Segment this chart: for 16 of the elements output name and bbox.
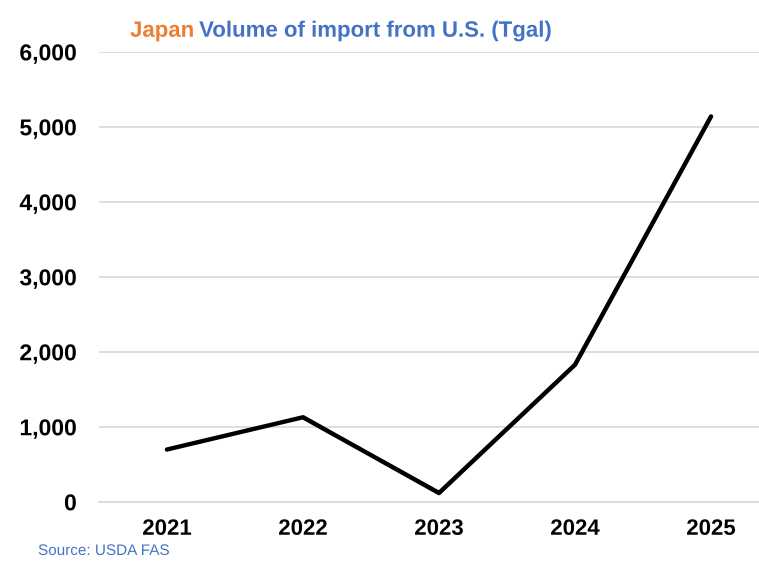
chart-subtitle: Volume of import from U.S. (Tgal) bbox=[199, 20, 551, 42]
x-tick-label: 2021 bbox=[143, 519, 192, 535]
x-tick-label: 2023 bbox=[415, 519, 463, 536]
source-note: Source: USDA FAS bbox=[38, 544, 169, 556]
x-tick-label: 2024 bbox=[551, 519, 600, 535]
y-tick-label: 0 bbox=[64, 494, 76, 511]
y-tick-label: 5,000 bbox=[20, 119, 76, 139]
y-tick-label: 6,000 bbox=[20, 44, 76, 64]
x-tick-label: 2025 bbox=[687, 519, 736, 535]
line-series bbox=[164, 114, 714, 496]
x-tick-label: 2022 bbox=[279, 519, 327, 535]
chart-title: Japan bbox=[130, 21, 193, 42]
y-tick-label: 3,000 bbox=[20, 269, 76, 289]
y-tick-label: 2,000 bbox=[20, 344, 76, 364]
y-tick-label: 4,000 bbox=[20, 194, 76, 214]
y-tick-label: 1,000 bbox=[20, 419, 76, 439]
